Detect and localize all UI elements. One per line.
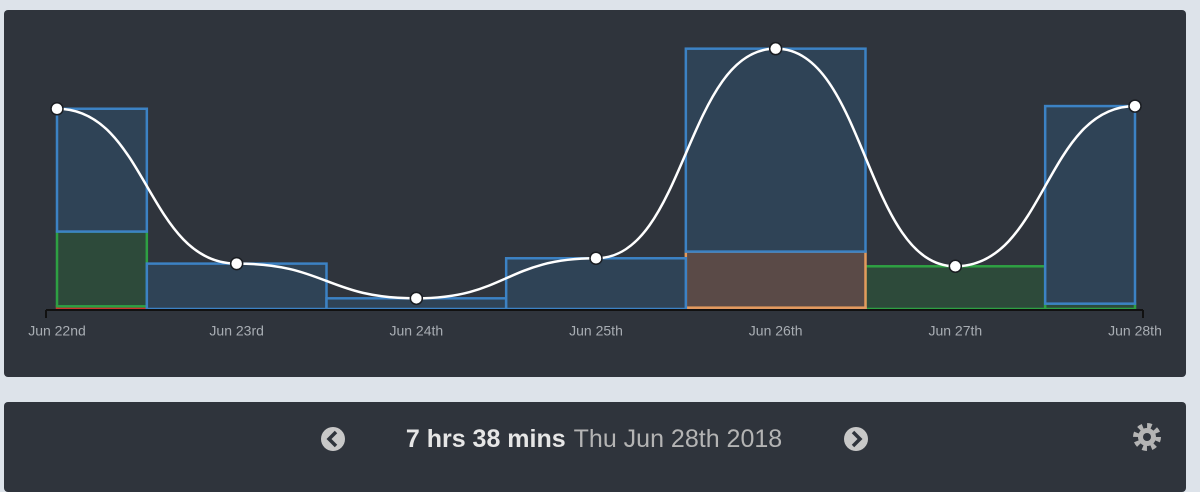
x-tick-label: Jun 22nd	[28, 323, 86, 339]
bar-segment	[55, 230, 149, 308]
bar-segment	[55, 107, 149, 233]
trend-point	[589, 251, 603, 266]
date: Thu Jun 28th 2018	[574, 425, 783, 453]
chart: Jun 22nd Jun 23rd Jun 24th Jun 25th Jun 26th…	[28, 41, 1162, 339]
footer-panel: 7 hrs 38 mins Thu Jun 28th 2018	[4, 402, 1186, 492]
bar-segment	[684, 250, 867, 309]
trend-point	[1128, 99, 1142, 113]
x-tick-label: Jun 24th	[389, 323, 443, 339]
x-tick-label: Jun 25th	[569, 323, 623, 339]
previous-button[interactable]	[321, 427, 345, 451]
footer-label: 7 hrs 38 mins Thu Jun 28th 2018	[406, 425, 782, 453]
trend-point	[768, 41, 783, 56]
x-tick-label: Jun 23rd	[209, 323, 263, 339]
trend-point	[50, 102, 64, 116]
chart-panel: Jun 22nd Jun 23rd Jun 24th Jun 25th Jun 26th…	[4, 10, 1186, 377]
duration: 7 hrs 38 mins	[406, 425, 566, 453]
x-tick-label: Jun 27th	[928, 323, 982, 339]
footer: 7 hrs 38 mins Thu Jun 28th 2018	[321, 423, 1161, 453]
x-tick-label: Jun 26th	[749, 323, 803, 339]
x-tick-label: Jun 28th	[1108, 323, 1162, 339]
bar-segment	[684, 47, 867, 253]
trend-point	[948, 259, 963, 274]
bar-segment	[1043, 104, 1137, 305]
trend-point	[229, 256, 244, 271]
next-button[interactable]	[844, 427, 868, 451]
trend-point	[409, 291, 424, 306]
bar-segment	[504, 257, 688, 311]
settings-button[interactable]	[1133, 423, 1161, 451]
